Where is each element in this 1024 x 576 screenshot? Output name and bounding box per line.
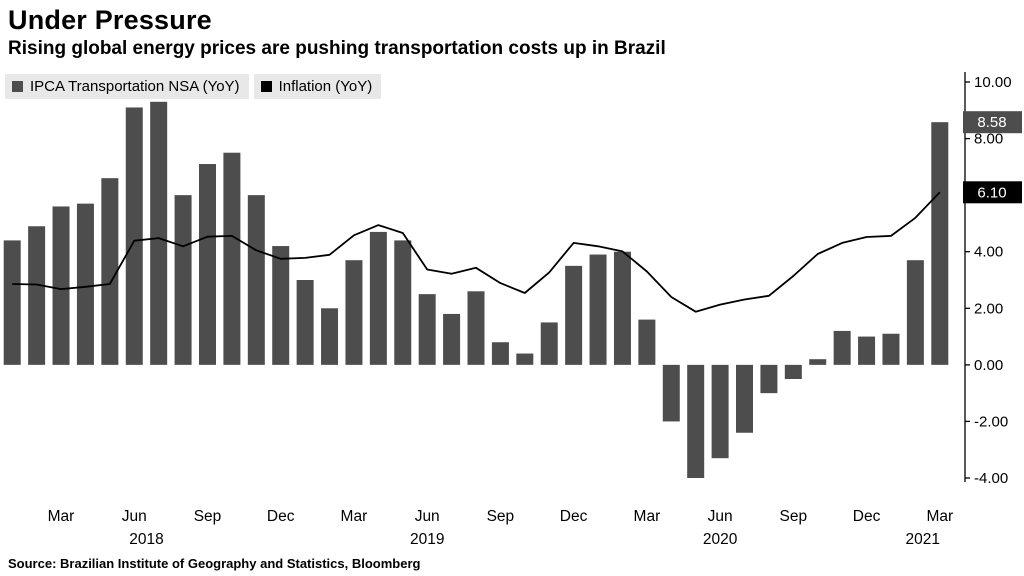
svg-text:10.00: 10.00: [974, 74, 1012, 91]
svg-text:6.10: 6.10: [977, 184, 1006, 201]
svg-text:Sep: Sep: [780, 508, 808, 525]
svg-text:2018: 2018: [129, 531, 163, 548]
legend-label-inflation: Inflation (YoY): [278, 77, 373, 95]
svg-text:Sep: Sep: [194, 508, 222, 525]
svg-text:2019: 2019: [410, 531, 444, 548]
chart-subtitle: Rising global energy prices are pushing …: [8, 38, 666, 60]
svg-text:Jun: Jun: [415, 508, 440, 525]
svg-text:4.00: 4.00: [974, 244, 1003, 261]
combo-chart: 10.008.006.004.002.000.00-2.00-4.00MarJu…: [3, 71, 1022, 548]
chart-title: Under Pressure: [8, 5, 212, 35]
svg-text:Mar: Mar: [341, 508, 368, 525]
chart-legend: IPCA Transportation NSA (YoY) Inflation …: [5, 73, 382, 99]
svg-text:0.00: 0.00: [974, 357, 1003, 374]
chart-page: Under Pressure Rising global energy pric…: [0, 5, 1024, 576]
svg-text:8.58: 8.58: [977, 114, 1006, 131]
chart-area: IPCA Transportation NSA (YoY) Inflation …: [0, 66, 1024, 554]
svg-text:-4.00: -4.00: [974, 470, 1008, 487]
source-note: Source: Brazilian Institute of Geography…: [8, 555, 421, 571]
svg-text:2020: 2020: [703, 531, 738, 548]
svg-text:2.00: 2.00: [974, 300, 1003, 317]
svg-text:Mar: Mar: [48, 508, 75, 525]
svg-text:Dec: Dec: [853, 508, 881, 525]
svg-text:Mar: Mar: [926, 508, 953, 525]
svg-text:Jun: Jun: [122, 508, 147, 525]
svg-text:2021: 2021: [905, 531, 939, 548]
svg-text:8.00: 8.00: [974, 130, 1003, 147]
legend-swatch-transportation-icon: [12, 80, 23, 92]
legend-item-inflation: Inflation (YoY): [253, 73, 382, 99]
legend-item-transportation: IPCA Transportation NSA (YoY): [5, 73, 249, 99]
svg-text:Dec: Dec: [560, 508, 588, 525]
svg-text:Mar: Mar: [634, 508, 661, 525]
legend-swatch-inflation-icon: [260, 80, 272, 92]
svg-text:Dec: Dec: [267, 508, 295, 525]
svg-text:Jun: Jun: [708, 508, 733, 525]
svg-text:Sep: Sep: [487, 508, 515, 525]
legend-label-transportation: IPCA Transportation NSA (YoY): [30, 77, 240, 95]
svg-text:-2.00: -2.00: [974, 413, 1008, 430]
